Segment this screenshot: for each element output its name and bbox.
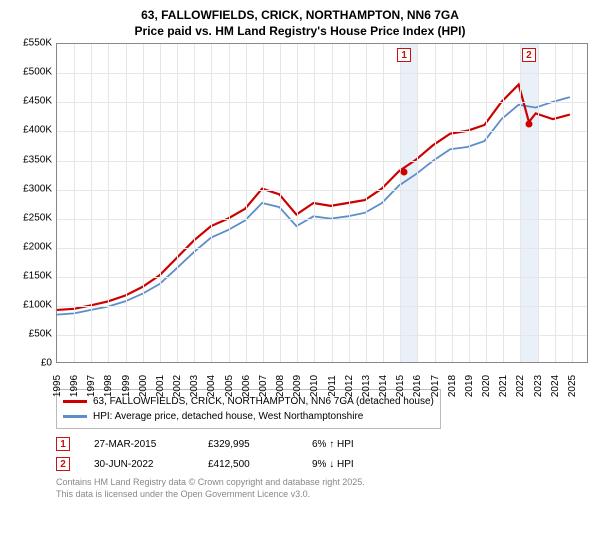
y-tick-label: £400K [23, 125, 52, 136]
event-row: 2 30-JUN-2022 £412,500 9% ↓ HPI [56, 457, 588, 471]
x-tick-label: 1997 [86, 375, 97, 397]
x-tick-label: 2023 [533, 375, 544, 397]
y-tick-label: £50K [29, 329, 52, 340]
x-tick-label: 2004 [206, 375, 217, 397]
x-tick-label: 2025 [567, 375, 578, 397]
x-tick-label: 1998 [103, 375, 114, 397]
x-axis: 1995199619971998199920002001200220032004… [56, 363, 588, 387]
x-tick-label: 2006 [241, 375, 252, 397]
x-tick-label: 2010 [309, 375, 320, 397]
x-tick-label: 2018 [447, 375, 458, 397]
chart-lines-svg [57, 44, 587, 362]
title-line2: Price paid vs. HM Land Registry's House … [12, 24, 588, 40]
y-tick-label: £0 [41, 358, 52, 369]
x-tick-label: 2021 [498, 375, 509, 397]
x-tick-label: 1995 [52, 375, 63, 397]
event-price: £329,995 [208, 439, 288, 450]
x-tick-label: 2008 [275, 375, 286, 397]
y-tick-label: £250K [23, 212, 52, 223]
x-tick-label: 2016 [412, 375, 423, 397]
event-marker-box: 2 [522, 48, 536, 62]
x-tick-label: 2007 [258, 375, 269, 397]
x-tick-label: 1996 [69, 375, 80, 397]
events-table: 1 27-MAR-2015 £329,995 6% ↑ HPI 2 30-JUN-2022… [56, 437, 588, 471]
legend-item: HPI: Average price, detached house, West… [63, 409, 434, 424]
x-tick-label: 2019 [464, 375, 475, 397]
event-date: 30-JUN-2022 [94, 459, 184, 470]
legend-swatch [63, 415, 87, 418]
x-tick-label: 1999 [121, 375, 132, 397]
x-tick-label: 2022 [515, 375, 526, 397]
footer-line1: Contains HM Land Registry data © Crown c… [56, 477, 588, 489]
footer-line2: This data is licensed under the Open Gov… [56, 489, 588, 501]
legend-swatch [63, 400, 87, 403]
x-tick-label: 2024 [550, 375, 561, 397]
event-date: 27-MAR-2015 [94, 439, 184, 450]
y-tick-label: £550K [23, 38, 52, 49]
event-marker-box: 1 [397, 48, 411, 62]
y-tick-label: £100K [23, 300, 52, 311]
event-row: 1 27-MAR-2015 £329,995 6% ↑ HPI [56, 437, 588, 451]
x-tick-label: 2014 [378, 375, 389, 397]
event-delta: 6% ↑ HPI [312, 439, 392, 450]
y-axis: £0£50K£100K£150K£200K£250K£300K£350K£400… [12, 43, 56, 363]
plot-region: 12 [56, 43, 588, 363]
y-tick-label: £500K [23, 67, 52, 78]
x-tick-label: 2005 [224, 375, 235, 397]
chart-title: 63, FALLOWFIELDS, CRICK, NORTHAMPTON, NN… [12, 8, 588, 39]
event-number-box: 1 [56, 437, 70, 451]
y-tick-label: £300K [23, 183, 52, 194]
y-tick-label: £450K [23, 96, 52, 107]
x-tick-label: 2001 [155, 375, 166, 397]
y-tick-label: £200K [23, 241, 52, 252]
x-tick-label: 2017 [430, 375, 441, 397]
chart-area: £0 £50K £100K £150K £200K £250K £300K £350K £400… [12, 43, 588, 387]
x-tick-label: 2015 [395, 375, 406, 397]
x-tick-label: 2000 [138, 375, 149, 397]
event-delta: 9% ↓ HPI [312, 459, 392, 470]
title-line1: 63, FALLOWFIELDS, CRICK, NORTHAMPTON, NN… [12, 8, 588, 24]
event-price: £412,500 [208, 459, 288, 470]
event-dot [525, 121, 532, 128]
event-dot [401, 169, 408, 176]
x-tick-label: 2002 [172, 375, 183, 397]
x-tick-label: 2012 [344, 375, 355, 397]
x-tick-label: 2011 [327, 375, 338, 397]
event-number-box: 2 [56, 457, 70, 471]
x-tick-label: 2020 [481, 375, 492, 397]
y-tick-label: £150K [23, 270, 52, 281]
x-tick-label: 2009 [292, 375, 303, 397]
x-tick-label: 2003 [189, 375, 200, 397]
footer: Contains HM Land Registry data © Crown c… [56, 477, 588, 500]
x-tick-label: 2013 [361, 375, 372, 397]
legend-label: HPI: Average price, detached house, West… [93, 409, 363, 424]
y-tick-label: £350K [23, 154, 52, 165]
root: 63, FALLOWFIELDS, CRICK, NORTHAMPTON, NN… [0, 0, 600, 560]
